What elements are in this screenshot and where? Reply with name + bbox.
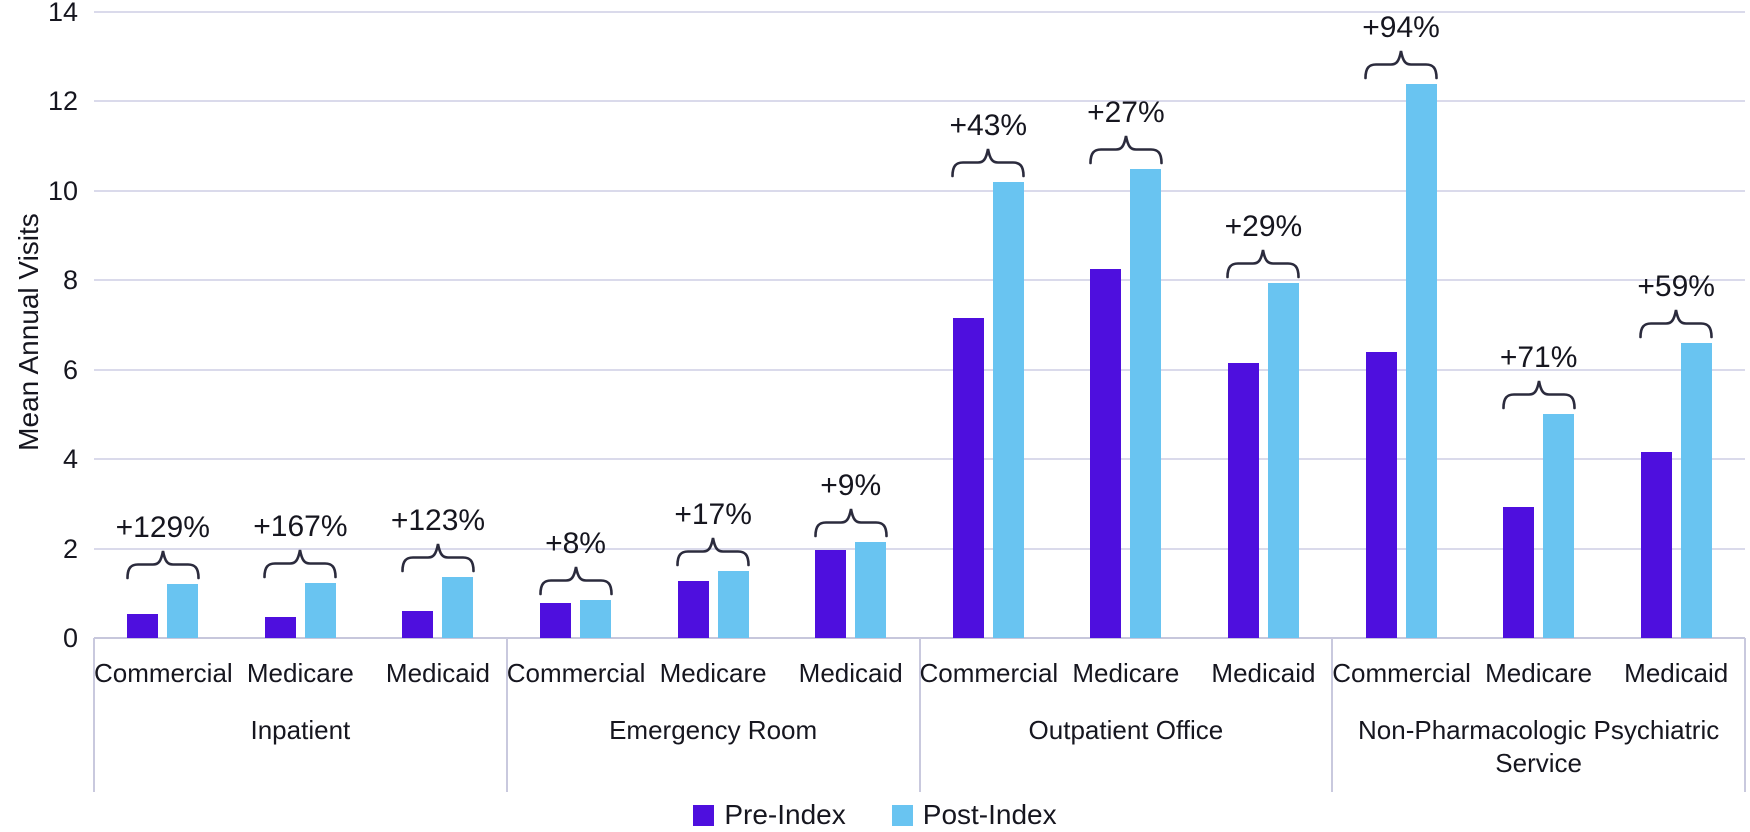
- payer-label: Commercial: [1332, 658, 1471, 688]
- post-index-swatch-icon: [891, 804, 913, 826]
- payer-label: Medicaid: [798, 658, 903, 688]
- percent-brace-icon: [1639, 309, 1714, 339]
- payer-label: Medicare: [1072, 658, 1180, 688]
- percent-change-label: +29%: [1224, 209, 1303, 243]
- bar-post-index: [717, 571, 749, 638]
- bar-post-index: [855, 541, 887, 638]
- legend-item-post-index: Post-Index: [891, 799, 1057, 831]
- y-tick-label: 8: [62, 265, 78, 296]
- percent-change-label: +59%: [1637, 269, 1715, 303]
- y-tick-label: 14: [47, 0, 78, 27]
- legend: Pre-Index Post-Index: [0, 799, 1750, 831]
- bar-post-index: [1543, 414, 1575, 638]
- percent-brace-icon: [263, 549, 338, 579]
- percent-brace-icon: [951, 148, 1026, 178]
- bar-post-index: [1267, 282, 1299, 638]
- y-tick-label: 4: [62, 444, 78, 475]
- bar-pre-index: [1365, 351, 1397, 638]
- bar-post-index: [442, 577, 474, 638]
- group-label: Outpatient Office: [1028, 715, 1224, 745]
- percent-change-label: +9%: [820, 468, 882, 502]
- gridline: [94, 547, 1745, 550]
- percent-brace-icon: [1226, 249, 1301, 278]
- category-divider: [1744, 638, 1746, 792]
- category-divider: [1331, 638, 1334, 792]
- bar-post-index: [167, 583, 199, 638]
- legend-label-pre-index: Pre-Index: [724, 799, 846, 830]
- payer-label: Medicare: [659, 658, 767, 688]
- percent-brace-icon: [813, 508, 888, 538]
- bar-pre-index: [952, 318, 984, 638]
- bar-post-index: [1130, 168, 1162, 638]
- legend-item-pre-index: Pre-Index: [693, 799, 846, 831]
- payer-label: Commercial: [506, 658, 646, 688]
- y-tick-label: 12: [47, 86, 78, 117]
- percent-change-label: +94%: [1362, 10, 1440, 44]
- bar-post-index: [304, 583, 336, 638]
- y-tick-label: 6: [62, 354, 78, 385]
- percent-brace-icon: [538, 566, 613, 596]
- bar-pre-index: [540, 602, 572, 638]
- percent-change-label: +8%: [545, 526, 606, 560]
- pre-index-swatch-icon: [693, 804, 715, 826]
- gridline: [94, 458, 1745, 461]
- payer-label: Medicaid: [385, 658, 490, 688]
- payer-label: Commercial: [919, 658, 1059, 688]
- bar-pre-index: [815, 549, 847, 638]
- percent-change-label: +17%: [674, 498, 752, 532]
- bar-pre-index: [677, 581, 709, 638]
- bar-pre-index: [264, 617, 296, 638]
- bar-pre-index: [1090, 269, 1122, 638]
- bar-pre-index: [127, 614, 159, 638]
- y-tick-label: 2: [62, 533, 78, 564]
- percent-brace-icon: [1501, 381, 1576, 410]
- bar-post-index: [580, 599, 612, 638]
- category-divider: [918, 638, 921, 792]
- percent-change-label: +71%: [1499, 341, 1578, 375]
- percent-change-label: +123%: [390, 504, 486, 538]
- payer-label: Medicare: [246, 658, 354, 688]
- legend-label-post-index: Post-Index: [922, 799, 1057, 830]
- percent-change-label: +27%: [1087, 95, 1165, 129]
- percent-brace-icon: [1089, 135, 1163, 164]
- bar-post-index: [1680, 342, 1712, 638]
- y-axis-title: Mean Annual Visits: [13, 213, 44, 451]
- payer-label: Medicaid: [1211, 658, 1316, 688]
- bar-pre-index: [1640, 452, 1672, 638]
- gridline: [94, 279, 1745, 282]
- gridline: [94, 100, 1745, 103]
- y-tick-label: 0: [62, 623, 78, 653]
- gridline: [94, 189, 1745, 192]
- bar-pre-index: [402, 610, 434, 638]
- percent-change-label: +167%: [253, 510, 348, 543]
- gridline: [94, 11, 1745, 13]
- percent-change-label: +129%: [115, 510, 210, 544]
- group-label: Emergency Room: [609, 715, 818, 745]
- percent-brace-icon: [125, 550, 200, 580]
- bar-pre-index: [1503, 507, 1535, 638]
- gridline: [94, 368, 1745, 371]
- percent-brace-icon: [1364, 50, 1438, 79]
- percent-brace-icon: [401, 543, 475, 573]
- category-divider: [93, 638, 95, 792]
- percent-change-label: +43%: [949, 108, 1028, 142]
- group-label: Non-Pharmacologic Psychiatric Service: [1358, 715, 1720, 778]
- bar-post-index: [1405, 83, 1437, 638]
- category-divider: [505, 638, 508, 792]
- group-label: Inpatient: [250, 715, 351, 745]
- bar-post-index: [992, 181, 1024, 638]
- payer-label: Medicaid: [1624, 658, 1729, 688]
- payer-label: Medicare: [1485, 658, 1593, 688]
- percent-brace-icon: [676, 538, 750, 567]
- bar-pre-index: [1227, 363, 1259, 638]
- y-tick-label: 10: [47, 175, 78, 206]
- payer-label: Commercial: [94, 658, 233, 688]
